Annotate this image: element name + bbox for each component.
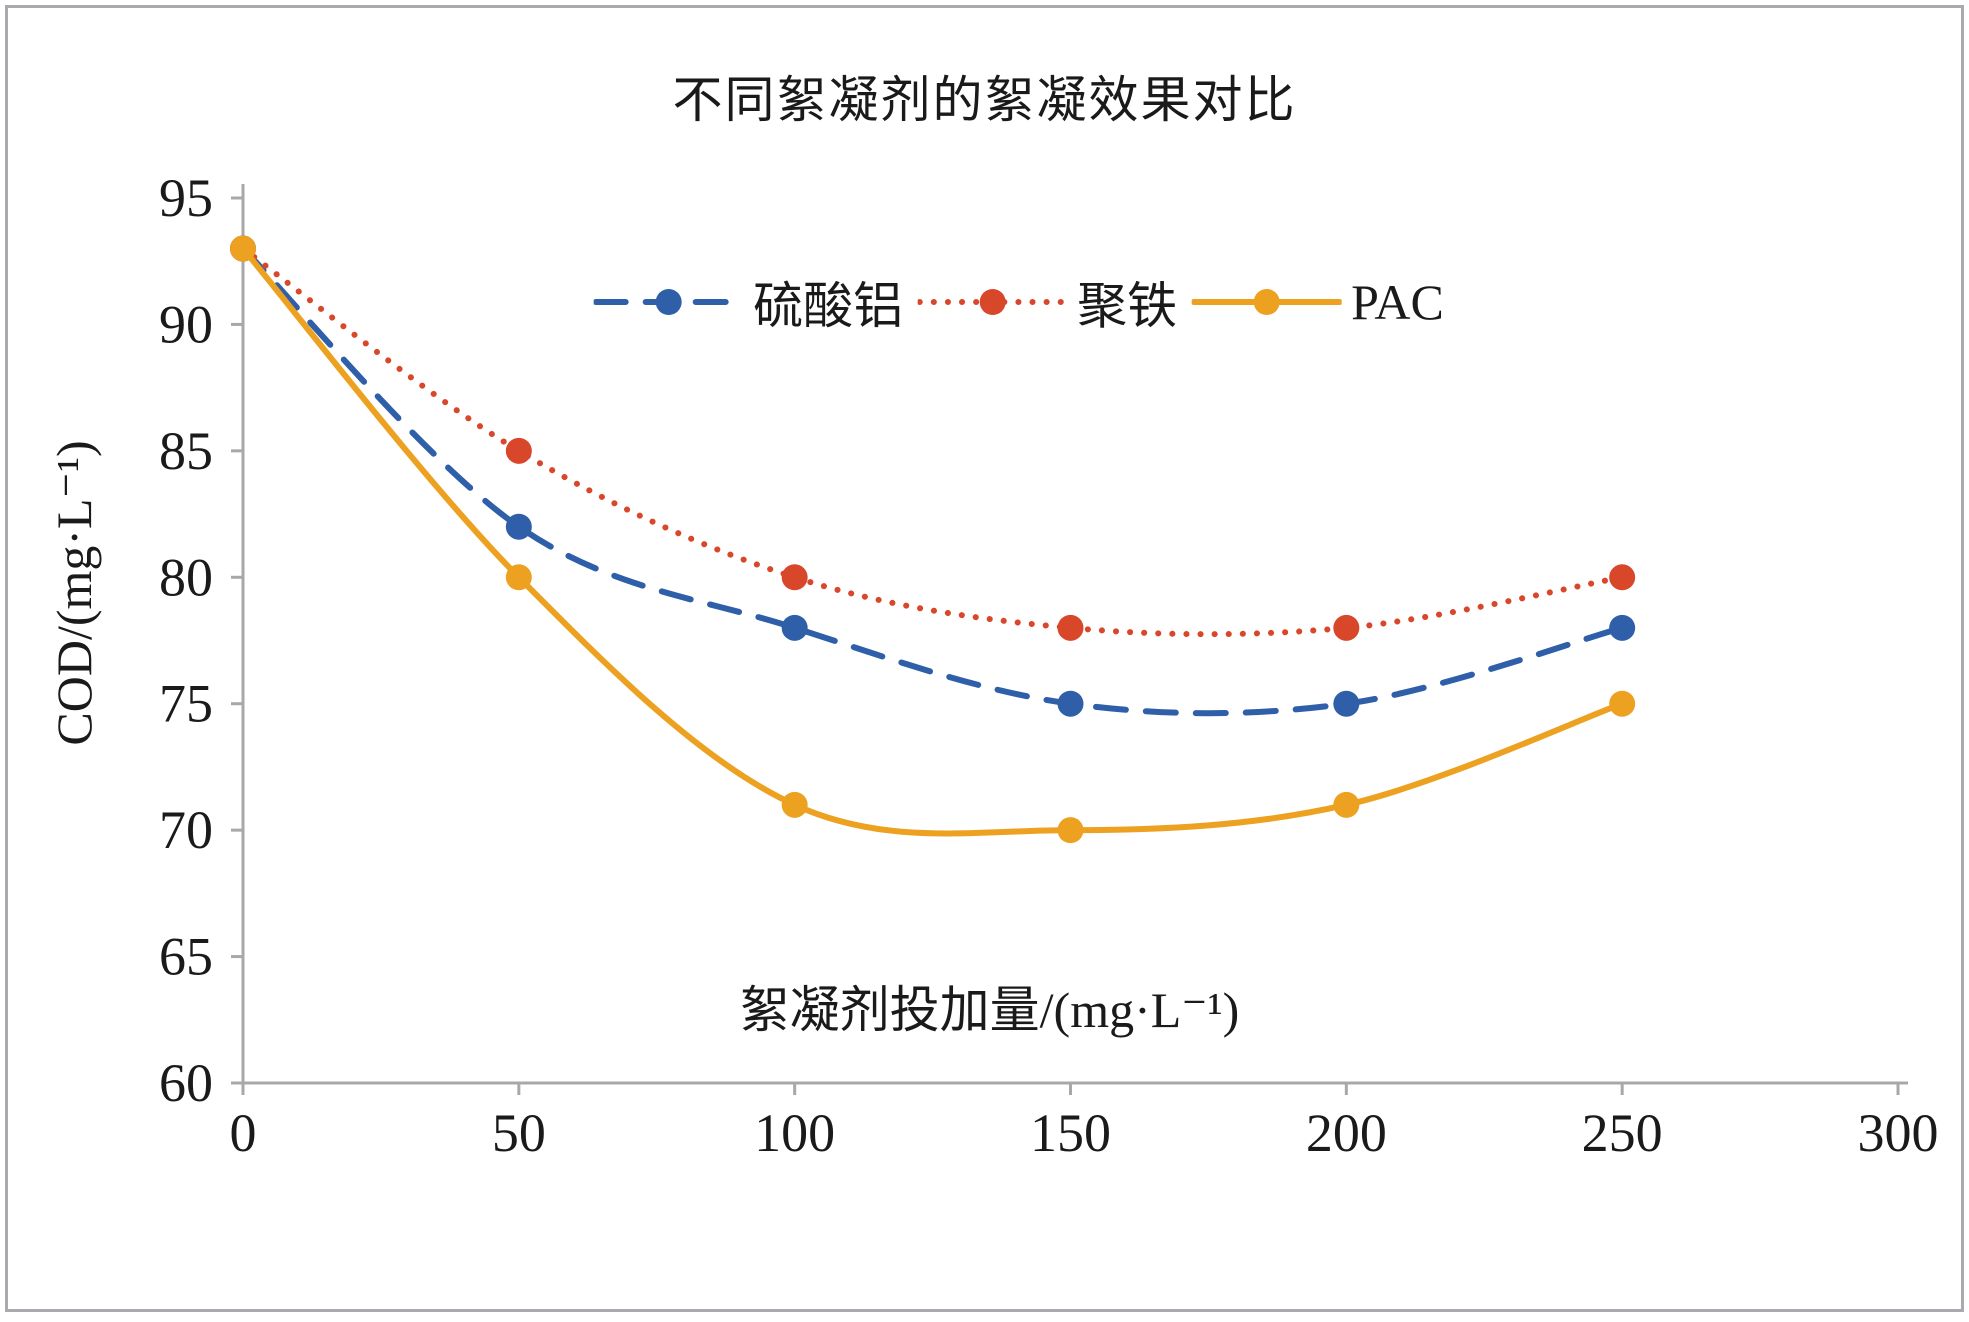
series-line-0 bbox=[240, 245, 1626, 717]
legend-label: 聚铁 bbox=[1077, 278, 1178, 334]
legend-label: PAC bbox=[1351, 274, 1444, 330]
x-tick-label: 50 bbox=[492, 1103, 546, 1163]
y-tick-label: 75 bbox=[159, 674, 213, 734]
legend: 硫酸铝 聚铁 PAC bbox=[593, 266, 1444, 338]
series-0-marker bbox=[1057, 690, 1084, 717]
y-tick-label: 60 bbox=[159, 1053, 213, 1113]
series-1-marker bbox=[1057, 614, 1084, 641]
x-tick-label: 0 bbox=[230, 1103, 257, 1163]
series-1-marker bbox=[781, 564, 808, 591]
legend-label: 硫酸铝 bbox=[753, 278, 904, 334]
legend-swatch-solid-line bbox=[1191, 289, 1342, 315]
series-1-marker bbox=[505, 437, 532, 464]
series-1-marker bbox=[1609, 564, 1636, 591]
plot-area: 60 65 70 75 80 85 90 95 0 50 100 150 200 250 300 bbox=[159, 168, 1939, 1163]
y-tick-label: 65 bbox=[159, 927, 213, 987]
series-1-marker bbox=[1333, 614, 1360, 641]
x-tick-label: 150 bbox=[1030, 1103, 1111, 1163]
legend-item-polyferric: 聚铁 bbox=[917, 266, 1177, 338]
series-2-marker bbox=[781, 791, 808, 818]
legend-swatch-dotted-line bbox=[917, 289, 1068, 315]
y-tick-label: 95 bbox=[159, 168, 213, 228]
chart-title: 不同絮凝剂的絮凝效果对比 bbox=[672, 72, 1297, 128]
series-2-marker bbox=[505, 564, 532, 591]
y-tick-label: 85 bbox=[159, 421, 213, 481]
series-0-marker bbox=[505, 513, 532, 540]
y-tick-label: 80 bbox=[159, 547, 213, 607]
x-tick-label: 300 bbox=[1858, 1103, 1939, 1163]
legend-swatch-dashed-line bbox=[593, 289, 744, 315]
series-0-marker bbox=[781, 614, 808, 641]
series-line-2 bbox=[240, 245, 1626, 837]
series-2-marker bbox=[1609, 690, 1636, 717]
series-2-marker bbox=[1333, 791, 1360, 818]
y-tick-label: 90 bbox=[159, 294, 213, 354]
series-0-marker bbox=[1609, 614, 1636, 641]
series-2-marker bbox=[230, 235, 256, 262]
legend-item-aluminum-sulfate: 硫酸铝 bbox=[593, 266, 903, 338]
x-axis-label: 絮凝剂投加量/(mg·L⁻¹) bbox=[739, 982, 1240, 1038]
chart-figure: 60 65 70 75 80 85 90 95 0 50 100 150 200 250 300 不同絮凝剂… bbox=[5, 5, 1964, 1312]
y-tick-label: 70 bbox=[159, 800, 213, 860]
x-tick-label: 200 bbox=[1306, 1103, 1387, 1163]
series-0-marker bbox=[1333, 690, 1360, 717]
legend-item-pac: PAC bbox=[1191, 273, 1444, 331]
y-axis-label: COD/(mg·L⁻¹) bbox=[46, 440, 102, 746]
legend-marker bbox=[979, 289, 1006, 315]
x-tick-label: 100 bbox=[754, 1103, 835, 1163]
series-line-1 bbox=[240, 245, 1626, 638]
legend-marker bbox=[655, 289, 682, 315]
x-tick-label: 250 bbox=[1582, 1103, 1663, 1163]
series-2-marker bbox=[1057, 817, 1084, 844]
legend-marker bbox=[1253, 289, 1280, 315]
